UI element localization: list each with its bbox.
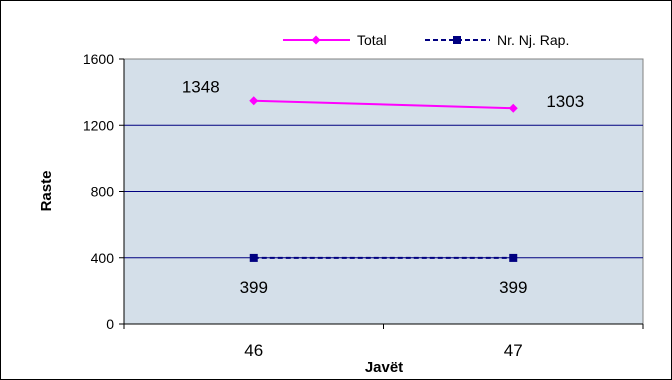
data-label: 1348: [182, 78, 220, 97]
legend: Total Nr. Nj. Rap.: [283, 32, 569, 48]
data-point: [249, 96, 259, 106]
data-point: [509, 253, 518, 262]
y-axis-title: Raste: [38, 171, 55, 212]
y-tick-label: 800: [91, 184, 115, 200]
y-tick-label: 1600: [83, 51, 114, 67]
data-label: 399: [499, 278, 527, 297]
legend-marker: [311, 35, 321, 45]
y-tick-label: 400: [91, 250, 115, 266]
series-layer: [249, 96, 518, 262]
series-line-0: [253, 99, 514, 110]
axes: 0 400 800 1200 1600 46 47: [83, 51, 644, 360]
data-point: [249, 253, 258, 262]
data-point: [508, 103, 518, 113]
x-tick-label: 47: [504, 341, 523, 360]
y-tick-label: 0: [106, 316, 114, 332]
x-axis-title: Javët: [365, 359, 403, 376]
legend-label: Nr. Nj. Rap.: [497, 32, 569, 48]
legend-label: Total: [357, 32, 387, 48]
legend-marker: [453, 36, 461, 44]
data-labels: 1348 1303 399 399: [182, 78, 584, 297]
y-tick-label: 1200: [83, 117, 114, 133]
data-label: 399: [240, 278, 268, 297]
data-label: 1303: [546, 92, 584, 111]
x-tick-label: 46: [244, 341, 263, 360]
